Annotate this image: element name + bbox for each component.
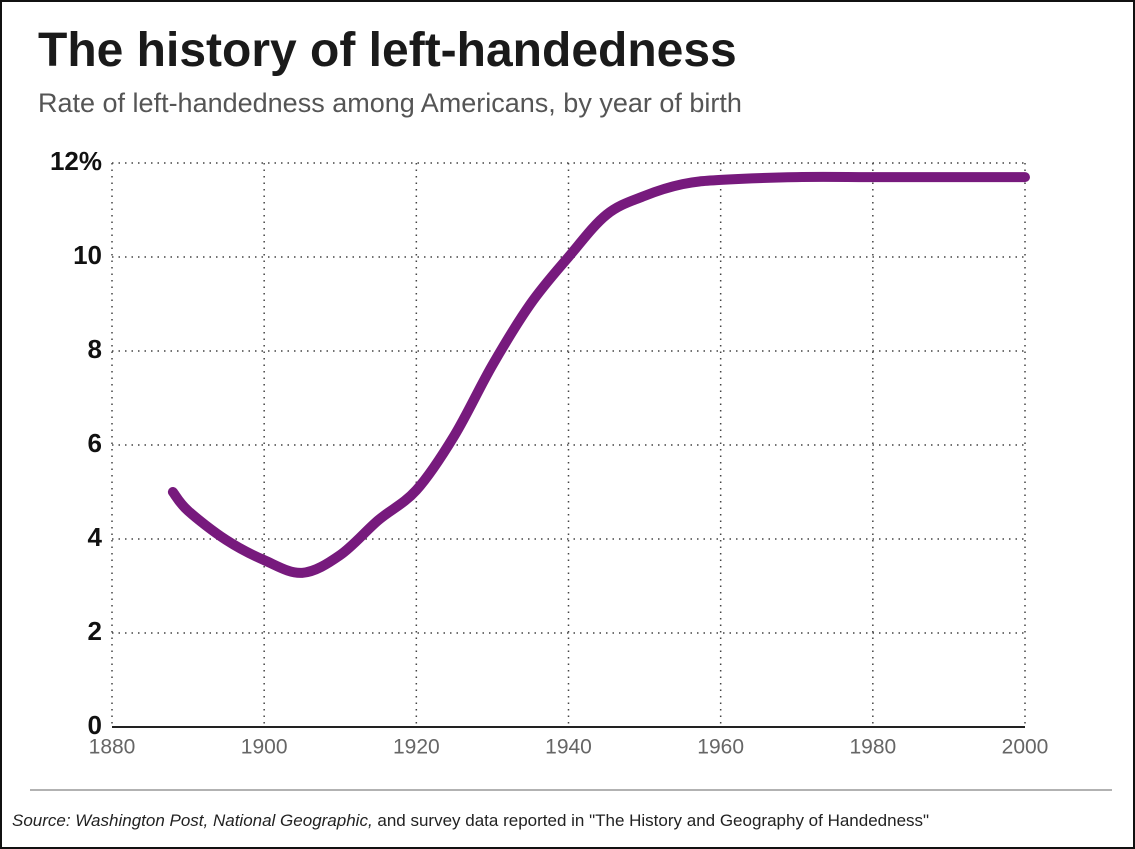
x-tick-label: 1880 (89, 736, 136, 759)
source-italic: Source: Washington Post, National Geogra… (12, 811, 373, 830)
y-tick-label: 12% (50, 146, 102, 176)
y-tick-label: 10 (73, 240, 102, 270)
y-tick-label: 8 (88, 334, 102, 364)
x-tick-label: 1980 (849, 736, 896, 759)
data-line (167, 171, 1030, 578)
x-tick-label: 2000 (1002, 736, 1049, 759)
x-tick-label: 1900 (241, 736, 288, 759)
chart-subtitle: Rate of left-handedness among Americans,… (38, 88, 742, 118)
chart-title: The history of left-handedness (38, 24, 737, 77)
source: Source: Washington Post, National Geogra… (12, 811, 929, 830)
y-tick-label: 2 (88, 616, 102, 646)
y-tick-label: 4 (88, 522, 103, 552)
x-tick-label: 1920 (393, 736, 440, 759)
x-tick-label: 1960 (697, 736, 744, 759)
y-tick-label: 6 (88, 428, 102, 458)
source-text: and survey data reported in "The History… (373, 811, 929, 830)
x-tick-label: 1940 (545, 736, 592, 759)
y-tick-label: 0 (88, 710, 102, 740)
